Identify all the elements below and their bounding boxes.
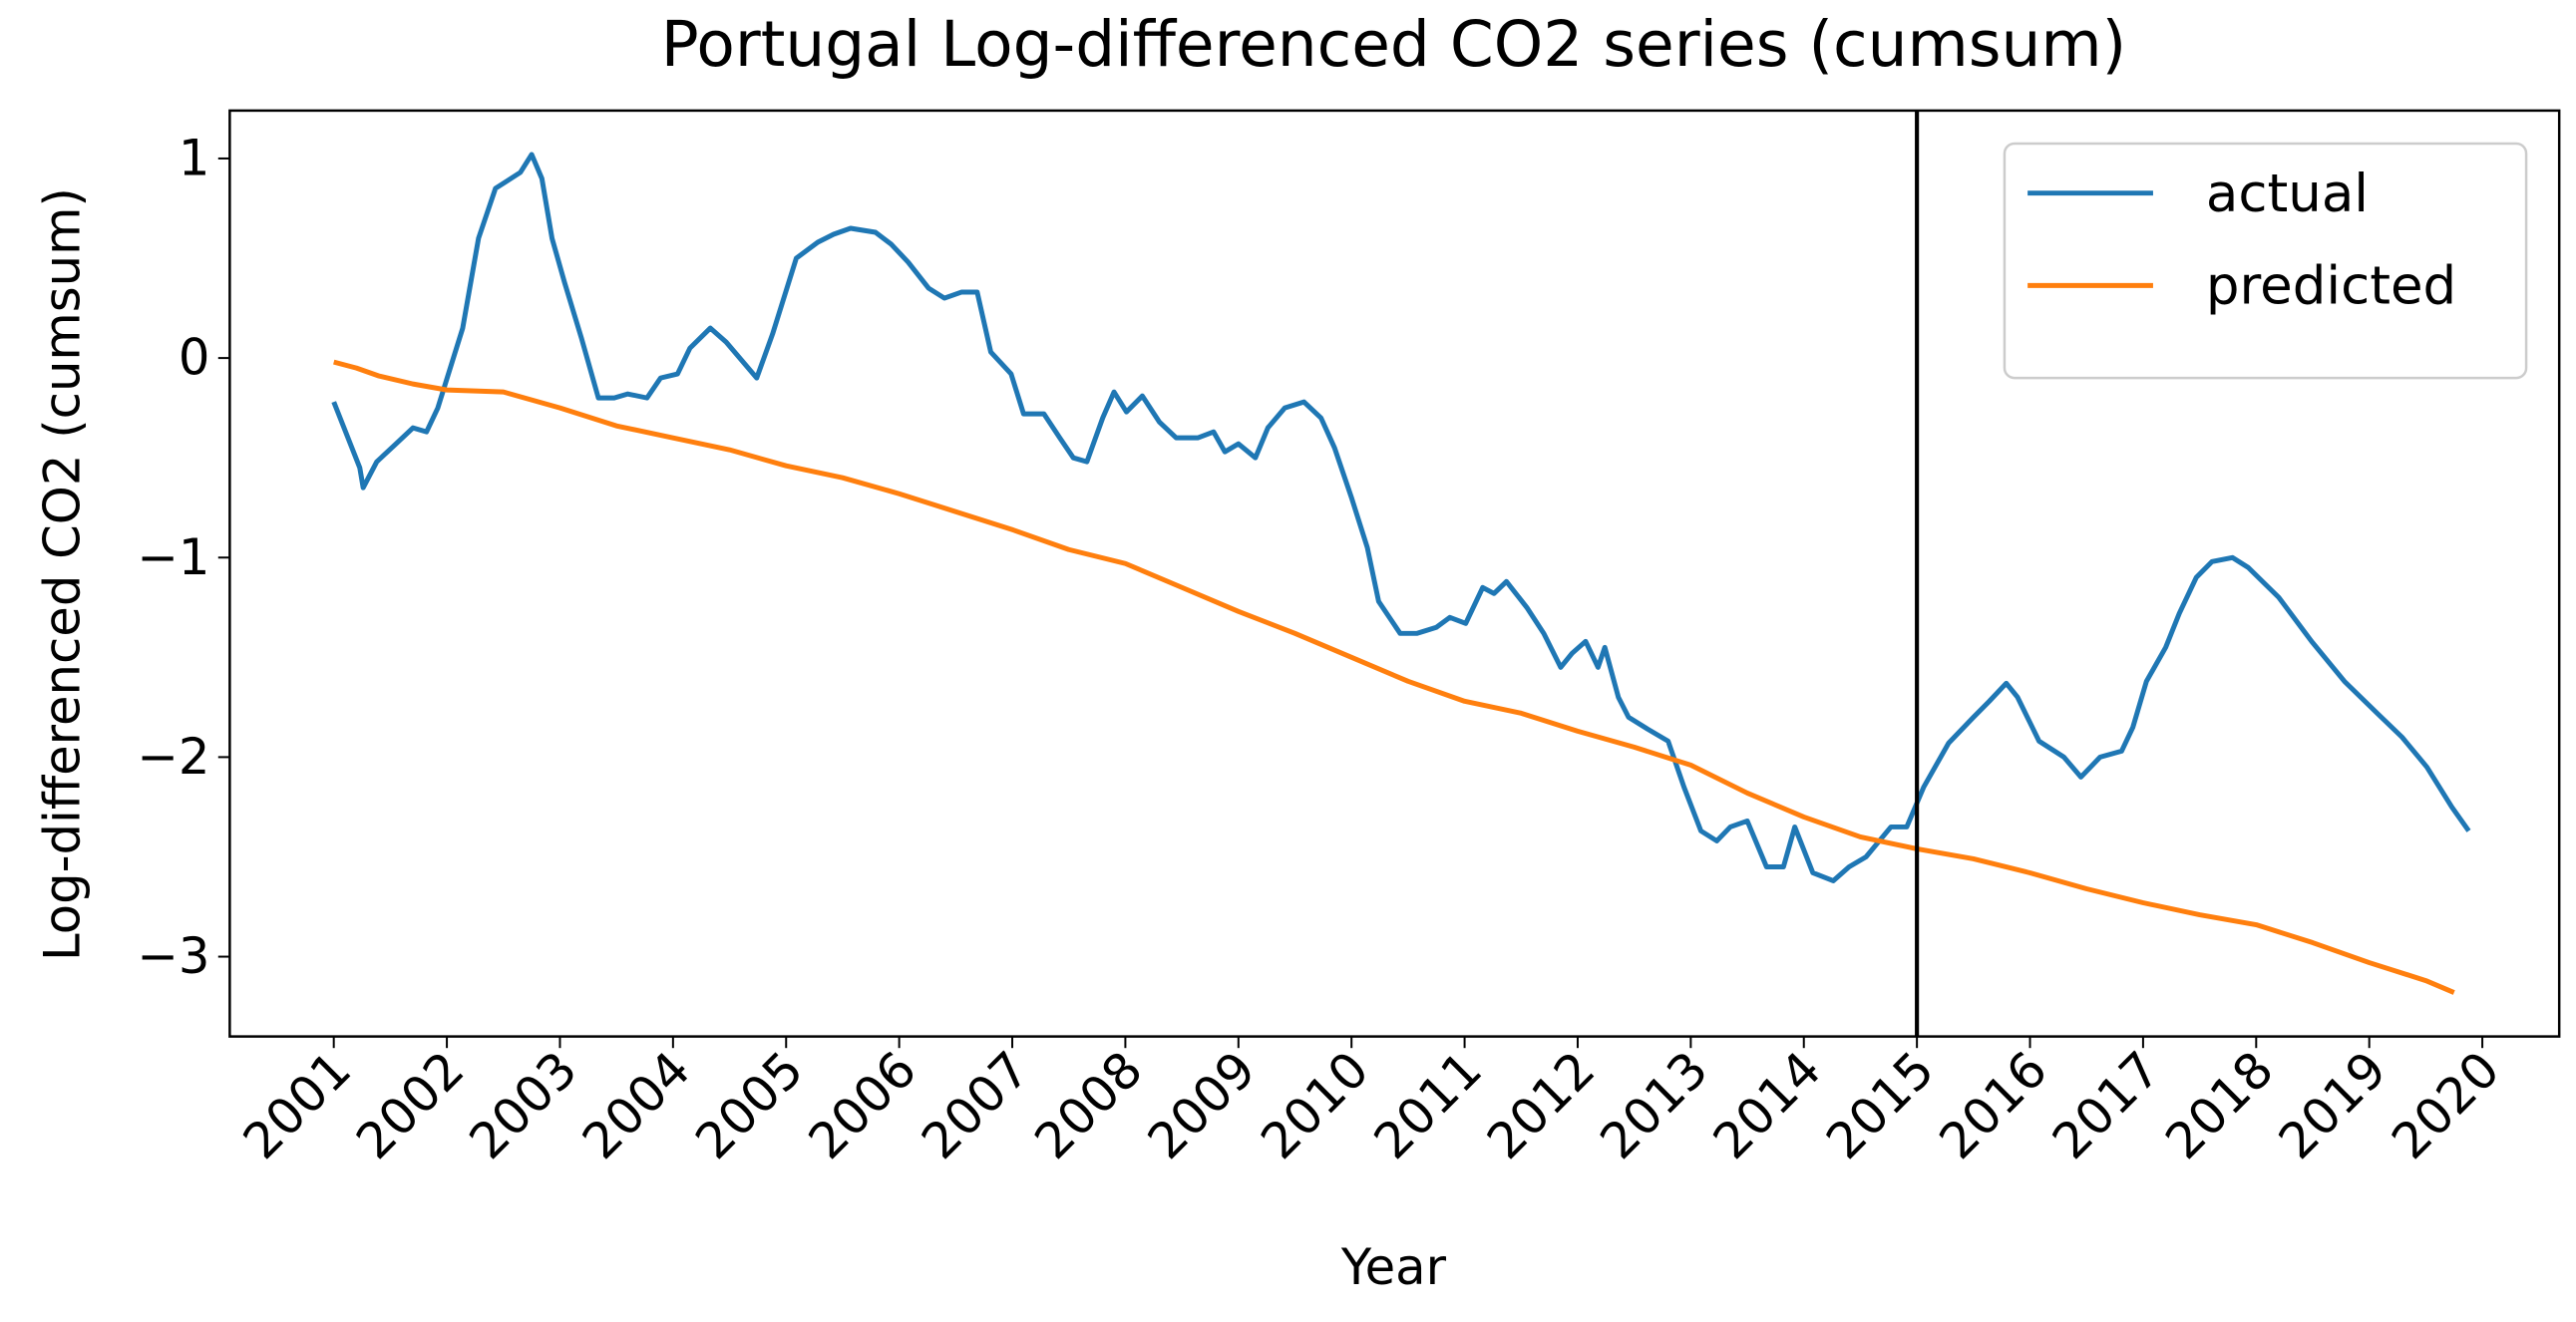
data-line xyxy=(333,359,2455,995)
x-tick-label: 2001 xyxy=(232,1041,362,1170)
x-tick-label: 2008 xyxy=(1023,1041,1153,1170)
x-tick-label: 2007 xyxy=(911,1041,1040,1170)
plot-frame xyxy=(228,109,2561,1038)
x-tick-label: 2012 xyxy=(1476,1041,1606,1170)
y-tick-label: 1 xyxy=(179,130,210,187)
x-axis-label: Year xyxy=(1340,1238,1447,1296)
x-tick-label: 2018 xyxy=(2154,1041,2284,1170)
x-tick-label: 2003 xyxy=(458,1041,587,1170)
data-line xyxy=(331,152,2471,883)
x-tick-label: 2002 xyxy=(345,1041,475,1170)
y-tick-label: −1 xyxy=(137,528,209,586)
x-tick-label: 2005 xyxy=(684,1041,814,1170)
x-tick-label: 2006 xyxy=(798,1041,927,1170)
legend-label: predicted xyxy=(2206,256,2456,317)
legend-label: actual xyxy=(2206,164,2369,224)
x-tick-label: 2019 xyxy=(2268,1041,2397,1170)
x-tick-label: 2014 xyxy=(1702,1041,1832,1170)
legend-box xyxy=(2003,142,2528,380)
x-tick-label: 2015 xyxy=(1815,1041,1945,1170)
x-tick-label: 2013 xyxy=(1589,1041,1718,1170)
x-tick-label: 2017 xyxy=(2041,1041,2171,1170)
y-tick-label: 0 xyxy=(179,329,210,387)
x-tick-label: 2004 xyxy=(571,1041,701,1170)
x-tick-label: 2011 xyxy=(1363,1041,1493,1170)
y-tick-label: −2 xyxy=(137,728,209,786)
y-axis-label: Log-differenced CO2 (cumsum) xyxy=(34,187,92,961)
chart-title: Portugal Log-differenced CO2 series (cum… xyxy=(661,8,2126,81)
x-tick-label: 2010 xyxy=(1250,1041,1379,1170)
y-tick-label: −3 xyxy=(137,927,209,985)
x-tick-label: 2016 xyxy=(1928,1041,2057,1170)
x-tick-label: 2009 xyxy=(1137,1041,1267,1170)
x-tick-label: 2020 xyxy=(2381,1041,2510,1170)
